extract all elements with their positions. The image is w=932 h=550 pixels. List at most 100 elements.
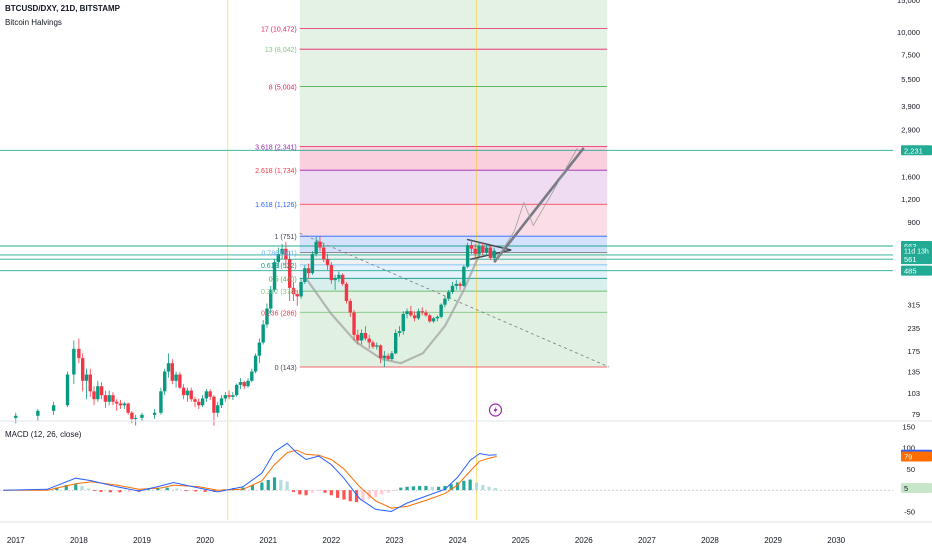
candle-body-53 — [272, 262, 277, 290]
macd-hist-bar-54 — [437, 486, 441, 491]
time-tick-label: 2018 — [70, 536, 88, 545]
price-tick-label: 235 — [907, 324, 920, 333]
macd-hist-bar-52 — [424, 485, 428, 491]
candle-body-30 — [185, 390, 190, 396]
halvings-indicator-label[interactable]: Bitcoin Halvings — [5, 18, 62, 27]
candle-body-103 — [462, 266, 466, 286]
candle-body-54 — [276, 253, 281, 263]
candle-body-108 — [481, 246, 485, 253]
candle-body-43 — [234, 384, 239, 396]
time-tick-label: 2028 — [701, 536, 719, 545]
candle-body-20 — [133, 417, 138, 419]
candle-body-86 — [397, 331, 402, 333]
candle-body-88 — [405, 311, 409, 314]
horizontal-lines[interactable] — [0, 149, 893, 272]
macd-hist-bar-8 — [93, 490, 97, 492]
candle-body-81 — [378, 345, 383, 359]
candle-body-41 — [227, 395, 231, 397]
macd-tick-label: 50 — [907, 465, 915, 474]
fib-label-0: 0 (143) — [275, 365, 297, 372]
fib-band-0.236 — [299, 312, 608, 367]
candle-body-18 — [126, 403, 130, 413]
candle-body-24 — [163, 371, 167, 392]
candle-body-21 — [140, 414, 144, 418]
macd-hist-bar-26 — [260, 482, 264, 491]
candle-body-66 — [322, 247, 326, 260]
macd-badge-2: 5 — [904, 484, 908, 493]
macd-hist-bar-58 — [462, 480, 466, 491]
macd-hist-bar-29 — [279, 479, 283, 491]
price-tick-label: 103 — [907, 389, 920, 398]
macd-tick-label: 100 — [902, 444, 915, 453]
time-tick-label: 2019 — [133, 536, 151, 545]
macd-hist-bar-37 — [329, 490, 333, 496]
price-tick-label: 315 — [907, 301, 920, 310]
time-tick-label: 2026 — [575, 536, 593, 545]
symbol-title[interactable]: BTCUSD/DXY, 21D, BITSTAMP — [5, 4, 120, 13]
price-tick-label: 900 — [907, 218, 920, 227]
candle-body-9 — [92, 391, 96, 400]
candle-body-49 — [257, 342, 262, 356]
bar-countdown: 11d 13h — [904, 249, 929, 256]
candle-body-12 — [103, 395, 108, 402]
halving-bolt-glyph — [493, 406, 498, 414]
candle-body-45 — [242, 382, 246, 387]
price-badge-4-bg — [901, 265, 932, 276]
price-tick-label: 1,600 — [901, 173, 920, 182]
candle-body-69 — [333, 278, 337, 281]
time-tick-label: 2017 — [7, 536, 25, 545]
macd-hist-bar-34 — [310, 490, 314, 493]
candle-body-65 — [318, 241, 322, 248]
price-badge-0-bg — [901, 145, 932, 156]
countdown-badge-bg — [901, 246, 932, 256]
macd-hist-bar-3 — [55, 487, 59, 491]
macd-hist-bar-36 — [323, 490, 327, 493]
candle-body-110 — [488, 247, 493, 258]
candle-body-82 — [382, 355, 387, 359]
macd-hist-bar-44 — [373, 490, 378, 497]
candle-body-2 — [51, 405, 56, 411]
fib-label-0.618: 0.618 (522) — [261, 263, 297, 270]
macd-hist-bar-43 — [367, 490, 371, 499]
macd-hist-bar-25 — [250, 485, 255, 491]
macd-hist-bar-41 — [354, 490, 359, 503]
candle-body-96 — [435, 316, 440, 319]
fib-label-1: 1 (751) — [275, 234, 297, 241]
time-tick-label: 2030 — [827, 536, 845, 545]
candle-body-74 — [352, 312, 356, 335]
macd-hist-bar-38 — [336, 490, 340, 498]
time-tick-label: 2022 — [322, 536, 340, 545]
macd-hist-bar-46 — [386, 490, 390, 493]
candle-body-70 — [337, 274, 341, 279]
candle-body-92 — [420, 311, 424, 313]
macd-hist-bar-51 — [418, 485, 422, 491]
macd-hist-bar-63 — [493, 488, 498, 491]
macd-pane — [0, 420, 932, 513]
macd-hist-bar-6 — [80, 485, 84, 491]
candle-body-33 — [197, 401, 201, 406]
candle-body-61 — [303, 268, 307, 282]
candle-body-98 — [443, 298, 447, 305]
candle-body-99 — [447, 291, 451, 299]
candle-body-93 — [424, 312, 428, 316]
candle-body-89 — [409, 311, 413, 316]
fib-band-0.382 — [299, 291, 608, 313]
macd-hist-bar-19 — [194, 490, 198, 492]
price-tick-label: 10,000 — [897, 28, 920, 37]
fib-band-1.618 — [299, 204, 608, 237]
candle-body-0 — [14, 415, 18, 418]
fibonacci-extension[interactable] — [299, 0, 608, 368]
macd-indicator-label[interactable]: MACD (12, 26, close) — [5, 430, 82, 439]
fib-band-13 — [299, 49, 608, 87]
candle-body-52 — [269, 289, 273, 309]
macd-hist-bar-31 — [291, 490, 296, 492]
candle-body-55 — [280, 248, 284, 254]
candle-body-87 — [401, 313, 405, 332]
macd-hist-bar-39 — [342, 490, 346, 500]
fib-band-8 — [299, 86, 608, 147]
fib-label-13: 13 (8,042) — [265, 47, 297, 54]
price-badge-0: 2,231 — [904, 146, 923, 155]
candle-body-46 — [246, 380, 250, 387]
candle-body-27 — [174, 374, 178, 381]
